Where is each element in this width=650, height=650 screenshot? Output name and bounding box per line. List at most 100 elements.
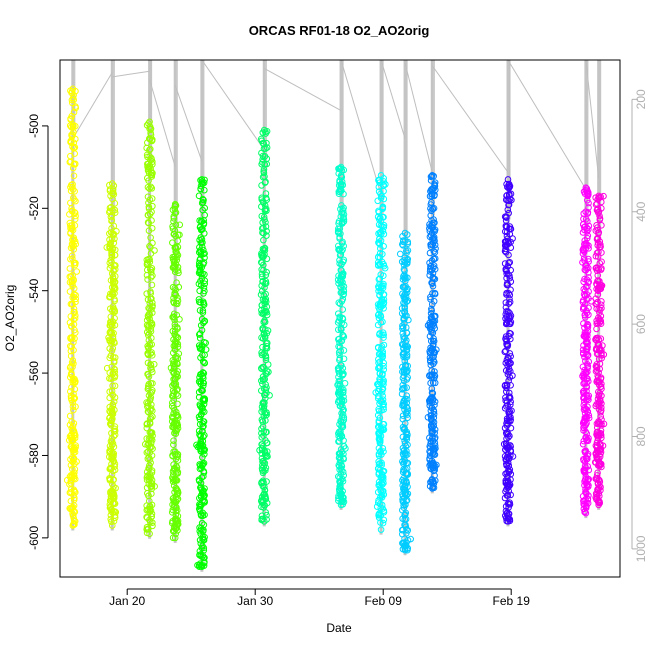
data-point (173, 279, 180, 286)
data-point (198, 519, 206, 527)
data-point (376, 275, 384, 282)
data-point (592, 334, 600, 342)
data-point (502, 359, 510, 367)
data-point (173, 250, 181, 258)
data-point (196, 287, 203, 295)
data-point (143, 514, 151, 522)
data-point (260, 330, 268, 338)
data-point (172, 221, 180, 229)
data-point (338, 400, 345, 408)
data-point (149, 445, 156, 452)
data-point (380, 508, 388, 516)
data-point (376, 260, 383, 268)
data-point (68, 89, 75, 97)
data-point (261, 250, 268, 258)
data-point (66, 412, 74, 420)
data-point (581, 324, 588, 332)
data-point (585, 258, 592, 265)
data-point (172, 430, 180, 437)
data-point (259, 219, 266, 226)
data-point (403, 392, 411, 399)
data-point (597, 383, 605, 390)
data-point (339, 494, 347, 502)
data-point (108, 387, 116, 395)
data-point (507, 353, 514, 360)
data-point (149, 522, 156, 530)
data-point (377, 301, 384, 308)
data-point (174, 521, 181, 528)
data-point (503, 456, 510, 463)
data-point (259, 335, 267, 342)
data-point (109, 391, 116, 399)
data-point (581, 287, 589, 294)
data-point (502, 441, 510, 448)
data-point (376, 292, 383, 299)
data-point (593, 472, 601, 479)
data-point (171, 419, 178, 427)
data-point (169, 387, 177, 394)
data-point (66, 265, 74, 272)
y2-tick-label: 400 (634, 201, 648, 221)
data-point (68, 221, 76, 229)
data-point (262, 356, 270, 364)
data-point (172, 498, 180, 506)
data-point (70, 144, 78, 152)
data-point (196, 330, 204, 337)
data-point (197, 277, 204, 285)
data-point (148, 334, 155, 342)
data-point (581, 372, 588, 379)
data-point (595, 392, 603, 399)
data-point (68, 205, 75, 212)
data-point (145, 164, 153, 171)
data-point (335, 385, 343, 392)
data-point (110, 457, 117, 465)
data-point (201, 204, 208, 212)
plot-frame (59, 59, 621, 578)
data-point (335, 247, 343, 254)
data-point (584, 436, 591, 444)
data-point (148, 469, 156, 476)
data-point (431, 228, 438, 235)
data-point (70, 234, 78, 242)
data-point (502, 394, 509, 401)
data-point (170, 299, 178, 307)
data-point (583, 196, 591, 204)
data-point (201, 533, 208, 541)
data-point (398, 385, 406, 393)
data-point (580, 437, 588, 445)
data-point (580, 401, 588, 409)
data-point (580, 278, 587, 286)
data-point (503, 319, 511, 327)
data-points (63, 85, 608, 571)
data-point (402, 368, 410, 376)
data-point (379, 370, 386, 377)
data-point (72, 197, 79, 205)
data-point (170, 294, 177, 302)
data-point (201, 277, 209, 285)
data-point (72, 295, 80, 303)
data-point (580, 468, 588, 476)
data-point (261, 206, 269, 213)
data-point (401, 420, 409, 427)
data-point (335, 373, 342, 381)
data-point (580, 394, 587, 402)
data-point (505, 201, 513, 209)
data-point (66, 122, 74, 129)
data-point (108, 441, 116, 449)
data-point (149, 299, 156, 307)
data-point (200, 369, 208, 377)
data-point (580, 304, 588, 312)
flight-series (424, 172, 440, 492)
data-point (506, 432, 513, 440)
data-point (339, 372, 346, 379)
data-point (507, 286, 514, 294)
data-point (375, 406, 382, 413)
data-point (379, 385, 387, 393)
data-point (381, 264, 389, 272)
data-point (374, 197, 382, 205)
data-point (169, 239, 176, 246)
data-point (200, 319, 207, 327)
data-point (502, 479, 510, 487)
data-point (150, 360, 158, 368)
data-point (335, 377, 343, 385)
